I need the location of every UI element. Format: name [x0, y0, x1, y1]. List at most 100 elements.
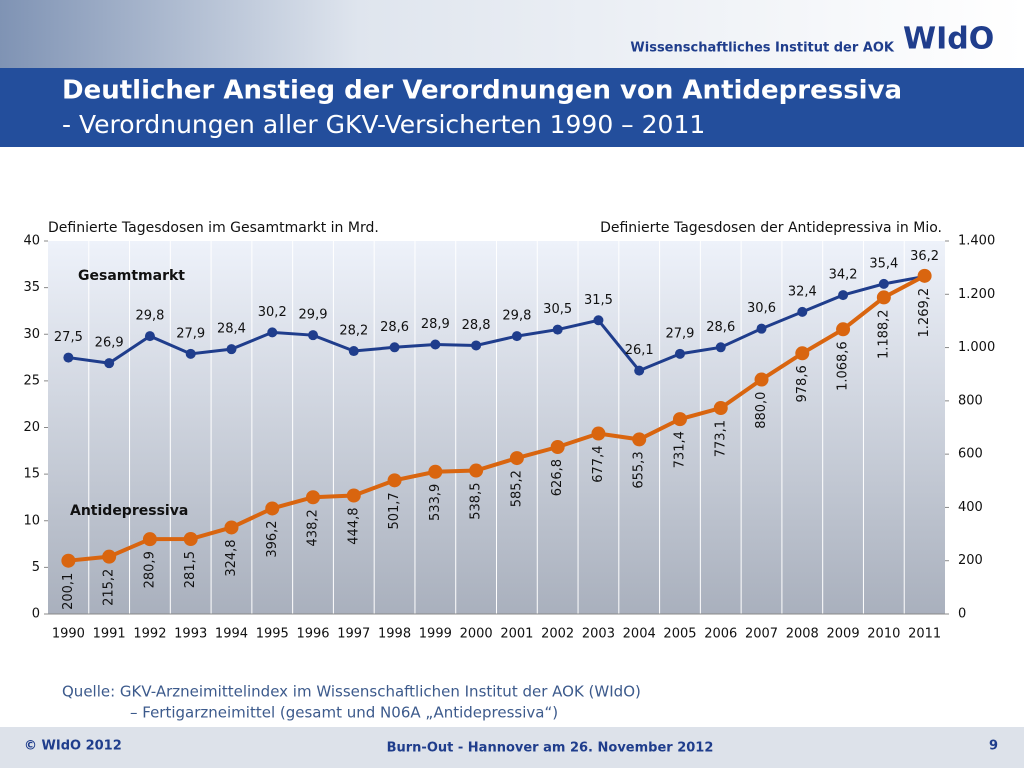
point: [754, 372, 769, 387]
y2-tick-label: 1.400: [958, 234, 995, 249]
point: [224, 520, 239, 535]
point: [917, 268, 932, 283]
data-label: 35,4: [869, 256, 898, 271]
x-tick-label: 2002: [541, 627, 574, 642]
point: [226, 344, 237, 355]
x-tick-label: 1997: [337, 627, 370, 642]
point: [591, 426, 606, 441]
page-number: 9: [989, 739, 998, 754]
institute: Wissenschaftliches Institut der AOK: [630, 41, 895, 56]
y2-tick-label: 800: [958, 393, 983, 408]
x-tick-label: 2004: [623, 627, 656, 642]
data-label: 444,8: [346, 507, 361, 544]
x-tick-label: 1990: [52, 627, 85, 642]
logo: WIdO: [903, 22, 994, 57]
source: – Fertigarzneimittel (gesamt und N06A „A…: [130, 704, 558, 722]
x-tick-label: 1995: [256, 627, 289, 642]
x-tick-label: 1996: [296, 627, 329, 642]
series-label: Gesamtmarkt: [78, 268, 185, 284]
data-label: 281,5: [183, 551, 198, 588]
y-tick-label: 15: [23, 467, 40, 482]
line: [68, 274, 926, 563]
data-label: 27,9: [176, 326, 205, 341]
data-label: 30,5: [543, 302, 572, 317]
data-label: 26,9: [95, 336, 124, 351]
point: [756, 323, 767, 334]
data-label: 27,9: [666, 326, 695, 341]
point: [593, 315, 604, 326]
data-label: 30,2: [258, 305, 287, 320]
data-label: 978,6: [795, 365, 810, 402]
point: [61, 553, 76, 568]
data-label: 626,8: [550, 459, 565, 496]
line: [68, 274, 925, 373]
point: [387, 473, 402, 488]
data-label: 29,9: [299, 308, 328, 323]
y2-tick-label: 600: [958, 447, 983, 462]
point: [102, 549, 117, 564]
data-label: 1.068,6: [836, 341, 851, 391]
y-tick-label: 20: [23, 420, 40, 435]
source: Quelle: GKV-Arzneimittelindex im Wissens…: [62, 683, 641, 701]
data-label: 32,4: [788, 284, 817, 299]
data-label: 200,1: [61, 573, 76, 610]
point: [550, 440, 565, 455]
x-tick-label: 1994: [215, 627, 248, 642]
y-tick-label: 10: [23, 513, 40, 528]
data-label: 677,4: [591, 446, 606, 483]
x-tick-label: 1999: [419, 627, 452, 642]
y2-tick-label: 200: [958, 553, 983, 568]
point: [308, 330, 319, 341]
point: [632, 432, 647, 447]
data-label: 585,2: [509, 470, 524, 507]
footer-band: [0, 727, 1024, 768]
chart: 051015202530354002004006008001.0001.2001…: [23, 234, 995, 642]
point: [185, 348, 196, 359]
point: [797, 306, 808, 317]
title-band: [0, 68, 1024, 147]
point: [713, 401, 728, 416]
data-label: 28,6: [706, 320, 735, 335]
x-tick-label: 2009: [827, 627, 860, 642]
data-label: 1.269,2: [917, 288, 932, 338]
y-tick-label: 5: [32, 560, 40, 575]
data-label: 29,8: [502, 309, 531, 324]
series-label: Antidepressiva: [70, 503, 188, 519]
point: [471, 340, 482, 351]
point: [674, 348, 685, 359]
data-label: 655,3: [632, 451, 647, 488]
y-axis-label: Definierte Tagesdosen im Gesamtmarkt in …: [48, 220, 379, 236]
x-tick-label: 2001: [500, 627, 533, 642]
point: [348, 346, 359, 357]
data-label: 501,7: [387, 492, 402, 529]
data-label: 731,4: [672, 431, 687, 468]
data-label: 438,2: [306, 509, 321, 546]
point: [144, 331, 155, 342]
data-label: 28,9: [421, 317, 450, 332]
y-tick-label: 30: [23, 327, 40, 342]
point: [838, 290, 849, 301]
x-tick-label: 2008: [786, 627, 819, 642]
x-tick-label: 2006: [704, 627, 737, 642]
y-tick-label: 0: [32, 607, 40, 622]
point: [142, 532, 157, 547]
title: Deutlicher Anstieg der Verordnungen von …: [62, 76, 902, 106]
y-tick-label: 40: [23, 234, 40, 249]
data-label: 538,5: [469, 483, 484, 520]
data-label: 324,8: [224, 539, 239, 576]
data-label: 880,0: [754, 392, 769, 429]
point: [876, 290, 891, 305]
x-tick-label: 1993: [174, 627, 207, 642]
point: [265, 501, 280, 516]
x-tick-label: 2003: [582, 627, 615, 642]
x-tick-label: 2000: [460, 627, 493, 642]
data-label: 1.188,2: [876, 309, 891, 359]
data-label: 29,8: [135, 309, 164, 324]
data-label: 28,4: [217, 322, 246, 337]
subtitle: - Verordnungen aller GKV-Versicherten 19…: [62, 110, 705, 139]
footer-center: Burn-Out - Hannover am 26. November 2012: [387, 741, 714, 756]
data-label: 28,8: [462, 318, 491, 333]
x-tick-label: 2010: [867, 627, 900, 642]
point: [428, 464, 443, 479]
